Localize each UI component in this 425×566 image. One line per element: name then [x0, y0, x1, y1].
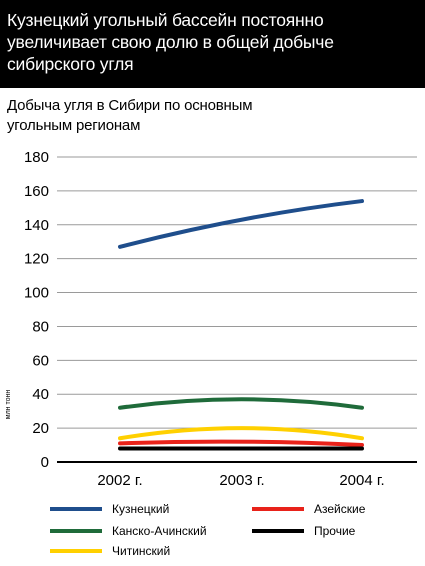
- y-tick-label: 0: [41, 454, 49, 471]
- series-line: [118, 439, 364, 448]
- y-tick-label: 180: [24, 149, 49, 166]
- series-line: [118, 199, 364, 249]
- y-tick-label: 100: [24, 285, 49, 302]
- series-line: [118, 397, 364, 410]
- y-tick-label: 80: [32, 318, 49, 335]
- x-tick-label: 2004 г.: [339, 472, 384, 489]
- y-tick-label: 160: [24, 183, 49, 200]
- y-tick-label: 20: [32, 420, 49, 437]
- y-axis-label: млн тонн: [5, 390, 12, 420]
- headline: Кузнецкий угольный бассейн постоянно уве…: [0, 0, 425, 88]
- y-tick-label: 40: [32, 386, 49, 403]
- y-tick-label: 120: [24, 251, 49, 268]
- x-tick-label: 2003 г.: [219, 472, 264, 489]
- chart-title: Добыча угля в Сибири по основным угольны…: [7, 97, 253, 134]
- y-tick-label: 140: [24, 217, 49, 234]
- y-tick-label: 60: [32, 352, 49, 369]
- x-tick-label: 2002 г.: [97, 472, 142, 489]
- series-line: [118, 426, 364, 441]
